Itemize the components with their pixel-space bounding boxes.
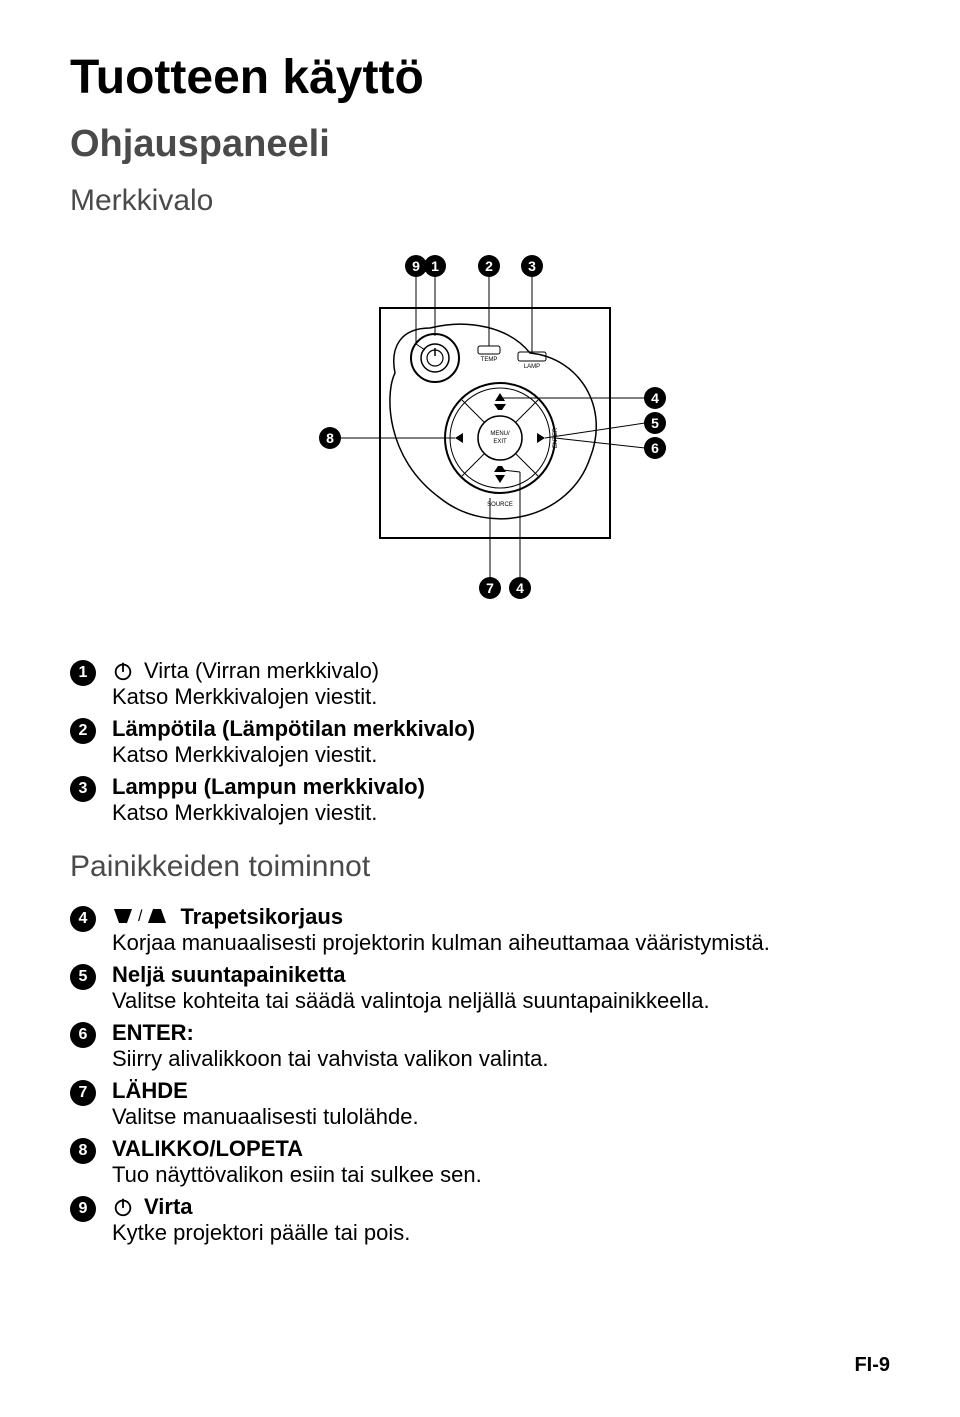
buttons-section-title: Painikkeiden toiminnot xyxy=(70,850,890,884)
callout-4a: 4 xyxy=(651,390,659,406)
page-number: FI-9 xyxy=(854,1354,890,1377)
indicator-item-1: 1 Virta (Virran merkkivalo) Katso Merkki… xyxy=(70,658,890,710)
button-8-desc: Tuo näyttövalikon esiin tai sulkee sen. xyxy=(112,1162,890,1188)
badge-2: 2 xyxy=(70,718,96,744)
indicator-1-title: Virta (Virran merkkivalo) xyxy=(144,658,379,684)
diagram-svg: TEMP LAMP MENU/ EXIT ENTER SOURCE xyxy=(230,248,730,628)
page-title: Tuotteen käyttö xyxy=(70,50,890,105)
button-item-7: 7 LÄHDE Valitse manuaalisesti tulolähde. xyxy=(70,1078,890,1130)
button-7-desc: Valitse manuaalisesti tulolähde. xyxy=(112,1104,890,1130)
keystone-icon: / xyxy=(112,908,168,926)
button-9-desc: Kytke projektori päälle tai pois. xyxy=(112,1220,890,1246)
button-8-title: VALIKKO/LOPETA xyxy=(112,1136,303,1161)
lamp-label: LAMP xyxy=(524,364,540,370)
button-4-desc: Korjaa manuaalisesti projektorin kulman … xyxy=(112,930,890,956)
menu-label-2: EXIT xyxy=(493,439,507,445)
indicator-section-title: Merkkivalo xyxy=(70,184,890,218)
badge-6: 6 xyxy=(70,1022,96,1048)
callout-2: 2 xyxy=(485,258,493,274)
button-7-title: LÄHDE xyxy=(112,1078,188,1103)
callout-7: 7 xyxy=(486,580,494,596)
slash: / xyxy=(138,908,142,926)
menu-label-1: MENU/ xyxy=(490,431,510,437)
button-5-desc: Valitse kohteita tai säädä valintoja nel… xyxy=(112,988,890,1014)
indicator-item-3: 3 Lamppu (Lampun merkkivalo) Katso Merkk… xyxy=(70,774,890,826)
button-item-8: 8 VALIKKO/LOPETA Tuo näyttövalikon esiin… xyxy=(70,1136,890,1188)
button-6-title: ENTER: xyxy=(112,1020,194,1045)
button-9-title: Virta xyxy=(144,1194,193,1220)
button-item-4: 4 / Trapetsikorjaus Korjaa manuaalisesti… xyxy=(70,904,890,956)
badge-8: 8 xyxy=(70,1138,96,1164)
control-panel-diagram: TEMP LAMP MENU/ EXIT ENTER SOURCE xyxy=(70,248,890,628)
button-item-9: 9 Virta Kytke projektori päälle tai pois… xyxy=(70,1194,890,1246)
indicator-1-desc: Katso Merkkivalojen viestit. xyxy=(112,684,890,710)
callout-6: 6 xyxy=(651,440,659,456)
callout-1: 1 xyxy=(431,258,439,274)
button-item-5: 5 Neljä suuntapainiketta Valitse kohteit… xyxy=(70,962,890,1014)
badge-7: 7 xyxy=(70,1080,96,1106)
callout-8: 8 xyxy=(326,430,334,446)
badge-9: 9 xyxy=(70,1196,96,1222)
buttons-list: 4 / Trapetsikorjaus Korjaa manuaalisesti… xyxy=(70,904,890,1246)
indicator-list: 1 Virta (Virran merkkivalo) Katso Merkki… xyxy=(70,658,890,826)
button-6-desc: Siirry alivalikkoon tai vahvista valikon… xyxy=(112,1046,890,1072)
power-icon xyxy=(112,660,134,682)
badge-1: 1 xyxy=(70,660,96,686)
indicator-2-title: Lämpötila (Lämpötilan merkkivalo) xyxy=(112,716,475,741)
callout-9: 9 xyxy=(412,258,420,274)
badge-4: 4 xyxy=(70,906,96,932)
button-5-title: Neljä suuntapainiketta xyxy=(112,962,346,987)
button-item-6: 6 ENTER: Siirry alivalikkoon tai vahvist… xyxy=(70,1020,890,1072)
indicator-2-desc: Katso Merkkivalojen viestit. xyxy=(112,742,890,768)
temp-label: TEMP xyxy=(481,357,498,363)
callout-3: 3 xyxy=(528,258,536,274)
section-title: Ohjauspaneeli xyxy=(70,123,890,166)
indicator-item-2: 2 Lämpötila (Lämpötilan merkkivalo) Kats… xyxy=(70,716,890,768)
callout-4b: 4 xyxy=(516,580,524,596)
power-icon xyxy=(112,1196,134,1218)
badge-3: 3 xyxy=(70,776,96,802)
callout-5: 5 xyxy=(651,415,659,431)
badge-5: 5 xyxy=(70,964,96,990)
button-4-title: Trapetsikorjaus xyxy=(180,904,343,930)
indicator-3-title: Lamppu (Lampun merkkivalo) xyxy=(112,774,425,799)
source-label: SOURCE xyxy=(487,502,513,508)
indicator-3-desc: Katso Merkkivalojen viestit. xyxy=(112,800,890,826)
